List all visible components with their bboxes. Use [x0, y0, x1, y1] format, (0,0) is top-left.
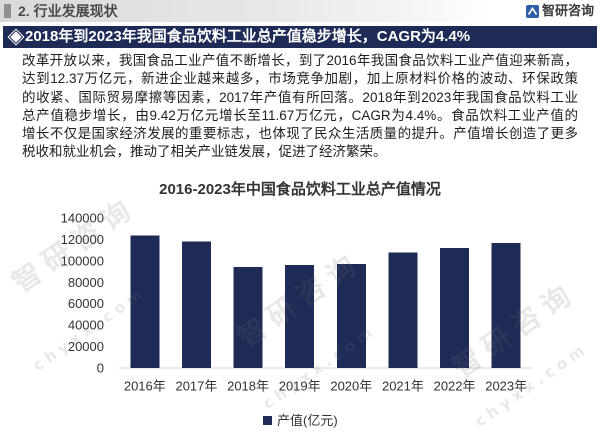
- x-tick-label: 2018年: [227, 379, 269, 394]
- section-header: 2. 行业发展现状 智研咨询: [0, 0, 600, 22]
- x-tick-label: 2022年: [434, 379, 476, 394]
- y-tick-label: 0: [97, 361, 104, 376]
- intro-line: 达到12.37万亿元，新进企业越来越多，市场竞争加剧，加上原材料价格的波动、环保…: [22, 71, 578, 87]
- bar-2023: [491, 242, 521, 368]
- y-tick-label: 100000: [61, 253, 104, 268]
- brand-name: 智研咨询: [542, 3, 595, 18]
- x-tick-label: 2020年: [330, 379, 372, 394]
- chart-title: 2016-2023年中国食品饮料工业总产值情况: [159, 181, 441, 198]
- legend-label: 产值(亿元): [277, 413, 338, 428]
- x-tick-label: 2019年: [279, 379, 321, 394]
- bar-2021: [388, 252, 418, 368]
- intro-line: 增长不仅是国家经济发展的重要标志，也体现了民众生活质量的提升。产值增长创造了更多: [22, 126, 578, 142]
- intro-line: 改革开放以来，我国食品工业产值不断增长，到了2016年我国食品饮料工业产值迎来新…: [22, 53, 578, 68]
- y-tick-label: 60000: [68, 296, 104, 311]
- y-tick-label: 20000: [68, 339, 104, 354]
- y-axis: 0 20000 40000 60000 80000 100000 120000 140000: [61, 211, 104, 376]
- intro-line: 税收和就业机会，推动了相关产业链发展，促进了经济繁荣。: [22, 144, 387, 160]
- intro-line: 的收紧、国际贸易摩擦等因素，2017年产值有所回落。2018年到2023年我国食…: [22, 89, 578, 105]
- legend-swatch: [263, 416, 272, 425]
- bar-2020: [336, 264, 366, 368]
- intro-line: 总产值稳步增长，由9.42万亿元增长至11.67万亿元，CAGR为4.4%。食品…: [22, 107, 578, 123]
- bar-2017: [181, 241, 211, 368]
- section-title: 2. 行业发展现状: [18, 3, 118, 19]
- x-tick-label: 2023年: [485, 379, 527, 394]
- x-axis: 2016年 2017年 2018年 2019年 2020年 2021年 2022年 2023年: [124, 379, 527, 394]
- diamond-icon: [6, 27, 26, 47]
- y-tick-label: 80000: [68, 275, 104, 290]
- x-tick-label: 2021年: [382, 379, 424, 394]
- x-tick-label: 2016年: [124, 379, 166, 394]
- bar-chart: 020000400006000080000100000120000140000 …: [61, 211, 532, 428]
- y-tick-label: 40000: [68, 318, 104, 333]
- intro-paragraph: 改革开放以来，我国食品工业产值不断增长，到了2016年我国食品饮料工业产值迎来新…: [22, 52, 578, 162]
- y-tick-label: 140000: [61, 211, 104, 226]
- headline-banner: 2018年到2023年我国食品饮料工业总产值稳步增长，CAGR为4.4%: [3, 26, 597, 48]
- bar-2016: [130, 235, 160, 368]
- brand-logo: 智研咨询: [526, 3, 596, 19]
- y-tick-label: 120000: [61, 232, 104, 247]
- bar-2018: [233, 267, 263, 368]
- bars: [130, 235, 521, 368]
- section-marker: [4, 4, 11, 18]
- bar-2022: [440, 248, 470, 368]
- zhiyan-logo-icon: [526, 4, 539, 18]
- headline-text: 2018年到2023年我国食品饮料工业总产值稳步增长，CAGR为4.4%: [25, 28, 471, 45]
- bar-2019: [285, 265, 315, 368]
- x-tick-label: 2017年: [175, 379, 217, 394]
- legend: 产值(亿元): [263, 413, 338, 428]
